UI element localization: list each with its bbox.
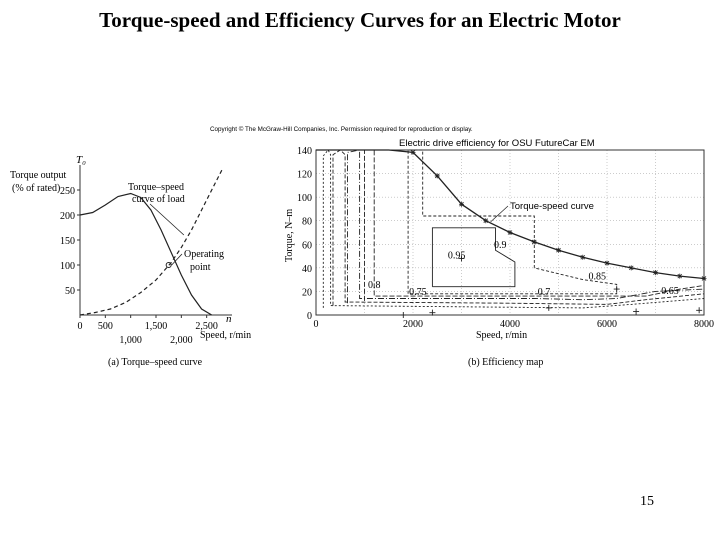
chartA-annotation-load-leader	[149, 203, 185, 236]
chartB-efficiency-label: 0.8	[368, 280, 381, 291]
chartB-curve-marker	[677, 273, 683, 279]
chartA-ylabel-line2: (% of rated)	[12, 183, 60, 194]
chartA-xtick-label: 1,500	[145, 321, 168, 332]
chartB-curve-marker	[410, 149, 416, 155]
chartA-xtick-label: 2,500	[195, 321, 218, 332]
chartB-curve-marker	[459, 201, 464, 207]
chartB-ytick-label: 0	[307, 311, 312, 322]
chartB-curve-marker	[580, 254, 586, 260]
chartB-xlabel: Speed, r/min	[476, 330, 527, 341]
chartA-caption: (a) Torque–speed curve	[108, 357, 203, 368]
chartB-efficiency-label: 0.7	[538, 287, 551, 298]
chartA-ytick-label: 100	[60, 261, 75, 272]
chartA-ytick-label: 50	[65, 286, 75, 297]
chartA-xtick-label-lower: 1,000	[119, 335, 142, 346]
slide-title: Torque-speed and Efficiency Curves for a…	[99, 8, 621, 32]
chartB-plot-frame	[315, 149, 705, 316]
chartB-plus-marker	[545, 304, 552, 311]
chartB-plus-marker	[613, 286, 620, 293]
chartB-curve-marker	[507, 230, 513, 235]
chartB-efficiency-label: 0.75	[409, 287, 427, 298]
copyright-note: Copyright © The McGraw-Hill Companies, I…	[210, 125, 473, 133]
chartA-xlabel: Speed, r/min	[200, 330, 251, 341]
chartB-contour-0-9	[407, 149, 618, 295]
chartB-xtick-label: 4000	[500, 319, 520, 330]
chartB-xtick-label: 2000	[403, 319, 423, 330]
chartA-ytick-label: 200	[60, 211, 75, 222]
chartB-contour-0-75	[332, 149, 705, 306]
chartB-ytick-label: 80	[302, 217, 312, 228]
chartB-curve-marker	[604, 260, 610, 266]
chartA-xtick-label: 0	[78, 321, 83, 332]
chartB-xtick-label: 0	[314, 319, 319, 330]
chartA-x-symbol: n	[226, 313, 232, 325]
chartA-ytick-label: 250	[60, 186, 75, 197]
chartB-title: Electric drive efficiency for OSU Future…	[399, 138, 595, 149]
chartA-xtick-label-lower: 2,000	[170, 335, 193, 346]
chartA-annotation-op-2: point	[190, 262, 211, 273]
chartB-curve-marker	[434, 173, 440, 179]
chartA-annotation-load-2: curve of load	[132, 194, 185, 205]
page-number: 15	[640, 494, 654, 509]
chartB-efficiency-label: 0.65	[661, 286, 679, 297]
chartB-curve-marker	[628, 265, 634, 271]
chartB-curve-label-leader	[490, 205, 509, 223]
chartB-plus-marker	[633, 308, 640, 315]
chartB-plus-marker	[429, 309, 436, 316]
chartA-load-torque-line	[79, 169, 223, 316]
chartB-ytick-label: 60	[302, 240, 312, 251]
chartB-caption: (b) Efficiency map	[468, 357, 543, 368]
chartA-annotation-op-1: Operating	[184, 249, 224, 260]
chartB-ytick-label: 100	[297, 193, 312, 204]
chartA-motor-torque-line	[79, 192, 213, 316]
chartB-efficiency-label: 0.85	[589, 272, 607, 283]
chartB-plus-marker	[400, 312, 407, 318]
chartB-ytick-label: 20	[302, 287, 312, 298]
chartB-curve-label: Torque-speed curve	[510, 201, 594, 212]
chartA-annotation-op-leader	[171, 253, 183, 266]
efficiency-map-chart: Electric drive efficiency for OSU Future…	[284, 138, 714, 368]
chartB-plus-marker	[696, 307, 703, 314]
chartA-annotation-load-1: Torque–speed	[128, 182, 184, 193]
chartB-curve-marker	[483, 218, 489, 224]
chartA-xtick-label: 500	[98, 321, 113, 332]
torque-speed-chart: T₀ Torque output (% of rated) n Speed, r…	[10, 154, 251, 368]
chartA-ytick-label: 150	[60, 236, 75, 247]
chartB-plus-marker	[458, 255, 465, 262]
chartB-xtick-label: 8000	[694, 319, 714, 330]
chartB-contour-0-8	[347, 149, 705, 304]
chartB-curve-marker	[653, 270, 658, 276]
chartA-y-symbol: T₀	[76, 154, 86, 166]
chartA-ylabel-line1: Torque output	[10, 170, 66, 181]
chartB-ylabel: Torque, N–m	[284, 209, 295, 262]
chartB-ytick-label: 40	[302, 264, 312, 275]
chartB-curve-marker	[531, 239, 537, 245]
chartB-ytick-label: 140	[297, 146, 312, 157]
chartB-curve-marker	[556, 247, 561, 253]
chartB-curve-marker	[701, 275, 707, 281]
chartB-efficiency-label: 0.9	[494, 240, 507, 251]
chartB-ytick-label: 120	[297, 170, 312, 181]
chartB-xtick-label: 6000	[597, 319, 617, 330]
chartA-operating-point	[165, 262, 172, 268]
chartB-contour-0-7	[322, 149, 705, 309]
chartB-efficiency-label: 0.95	[448, 250, 466, 261]
chartB-contour-0-95	[431, 227, 516, 288]
